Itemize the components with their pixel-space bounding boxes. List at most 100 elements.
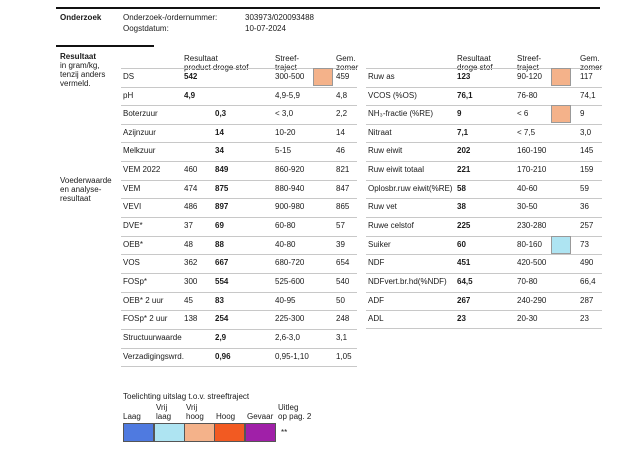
right-row-target-range: 240-290 [517,296,547,305]
left-row-product-value: 460 [184,165,198,174]
left-row-name: Structuurwaarde [123,333,182,342]
left-header-line: product droge stof [184,63,248,72]
left-row-name: pH [123,91,134,100]
right-row-target-range: 170-210 [517,165,547,174]
right-row-divider [366,328,602,329]
left-row-name: FOSp* [123,277,148,286]
result-label-line: in gram/kg, [60,61,100,70]
right-row-average: 287 [580,296,594,305]
right-row-average: 59 [580,184,589,193]
left-row-target-range: 225-300 [275,314,305,323]
left-row-name: Azijnzuur [123,128,156,137]
left-row-divider [121,87,357,88]
left-row-name: Verzadigingswrd. [123,352,184,361]
legend-title: Toelichting uitslag t.o.v. streeftraject [123,392,250,401]
right-row-average: 145 [580,146,594,155]
left-row-ds-value: 2,9 [215,333,227,342]
legend-label-line: hoog [186,412,204,421]
left-row-product-value: 48 [184,240,193,249]
harvest-date-value: 10-07-2024 [245,24,286,33]
right-row-name: Ruw eiwit totaal [368,165,425,174]
right-row-name: Ruw as [368,72,395,81]
legend-note-line: op pag. 2 [278,412,312,421]
legend-stars: ** [281,428,288,437]
legend-label-line: laag [156,412,172,421]
right-row-divider [366,180,602,181]
left-row-divider [121,161,357,162]
left-row-name: Melkzuur [123,146,156,155]
right-row-average: 74,1 [580,91,596,100]
right-row-average: 117 [580,72,593,81]
left-row-name: DVE* [123,221,143,230]
result-label-line: Resultaat [60,52,97,61]
right-row-divider [366,87,602,88]
right-row-ds-value: 64,5 [457,277,473,286]
feed-value-label-line: en analyse- [60,185,102,194]
feed-value-label-line: resultaat [60,194,91,203]
left-row-product-value: 300 [184,277,198,286]
left-row-divider [121,292,357,293]
left-row-target-range: 40-95 [275,296,296,305]
header-top-rule [56,7,600,9]
right-header-result: Resultaat droge stof [457,54,493,72]
left-row-average: 821 [336,165,350,174]
right-row-indicator [551,68,571,86]
left-row-divider [121,198,357,199]
left-row-average: 4,8 [336,91,348,100]
right-header-line: Streef- [517,54,542,63]
left-row-average: 654 [336,258,350,267]
right-row-target-range: 90-120 [517,72,542,81]
right-row-average: 490 [580,258,594,267]
left-row-name: OEB* 2 uur [123,296,164,305]
left-row-average: 865 [336,202,350,211]
legend-label-line [247,403,273,412]
right-row-ds-value: 58 [457,184,466,193]
left-row-target-range: 4,9-5,9 [275,91,300,100]
right-row-indicator [551,236,571,254]
left-row-divider [121,142,357,143]
legend-swatch [123,423,154,442]
left-row-divider [121,180,357,181]
right-row-ds-value: 451 [457,258,471,267]
left-row-target-range: 60-80 [275,221,296,230]
left-row-average: 14 [336,128,345,137]
left-row-divider [121,124,357,125]
left-row-average: 1,05 [336,352,352,361]
left-row-divider [121,310,357,311]
right-row-name: Nitraat [368,128,392,137]
left-row-name: Boterzuur [123,109,158,118]
left-row-divider [121,217,357,218]
left-row-average: 459 [336,72,350,81]
left-row-ds-value: 83 [215,296,224,305]
right-row-name: Suiker [368,240,391,249]
right-row-ds-value: 267 [457,296,471,305]
left-row-name: FOSp* 2 uur [123,314,168,323]
right-row-name: ADF [368,296,384,305]
left-row-product-value: 486 [184,202,198,211]
right-row-target-range: 40-60 [517,184,538,193]
right-row-average: 36 [580,202,589,211]
right-row-name: Ruwe celstof [368,221,414,230]
right-row-target-range: 420-500 [517,258,547,267]
order-number-label: Onderzoek-/ordernummer: [123,13,218,22]
left-row-average: 847 [336,184,350,193]
legend-label-line: Laag [123,412,141,421]
result-label-line: tenzij anders [60,70,106,79]
right-row-ds-value: 7,1 [457,128,469,137]
right-row-average: 257 [580,221,594,230]
right-row-ds-value: 202 [457,146,471,155]
left-row-product-value: 474 [184,184,198,193]
left-row-name: DS [123,72,135,81]
legend-swatch [154,423,185,442]
right-row-divider [366,217,602,218]
legend-item-label: Vrij hoog [186,403,204,421]
left-header-line: Streef- [275,54,300,63]
left-row-ds-value: 69 [215,221,224,230]
left-row-ds-value: 554 [215,277,229,286]
left-row-product-value: 362 [184,258,198,267]
legend-swatch [214,423,245,442]
result-section-label: Resultaat in gram/kg, tenzij anders verm… [60,52,105,88]
left-row-target-range: 300-500 [275,72,305,81]
left-row-ds-value: 254 [215,314,229,323]
right-row-divider [366,142,602,143]
